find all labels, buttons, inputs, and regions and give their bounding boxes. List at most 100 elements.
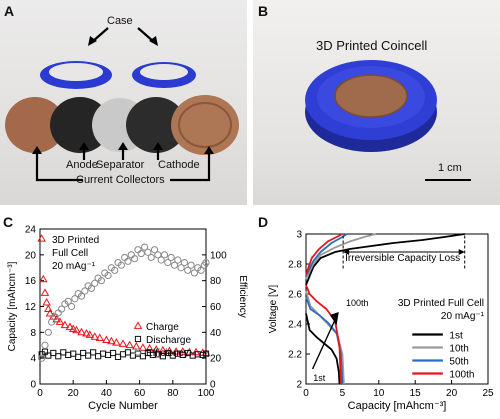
point-discharge [70,350,77,357]
point-efficiency [97,277,106,285]
coincell-title: 3D Printed Coincell [316,38,428,53]
series-efficiency [38,243,210,362]
point-charge [77,327,86,336]
coincell-illustration [305,60,471,181]
components-illustration [5,27,239,182]
x-tick-label: 5 [340,388,346,399]
y-left-tick-label: 24 [25,225,37,236]
point-efficiency [187,261,195,269]
annotation-line: 3D Printed [52,235,99,246]
point-charge [158,345,168,354]
curve-50th [305,296,344,385]
x-tick-label: 20 [68,388,80,399]
point-efficiency [177,264,185,272]
point-efficiency [41,341,49,349]
curve-100th [305,284,342,385]
point-efficiency [137,249,145,258]
y-right-tick-label: 20 [210,354,222,365]
label-current-collectors: Current Collectors [76,174,165,186]
label-separator: Separator [96,159,145,171]
legend-marker [133,321,143,329]
point-efficiency [54,309,62,317]
point-efficiency [202,258,210,267]
legend-label: 100th [449,370,474,381]
curve-10th [305,233,377,280]
panel-letter-d: D [258,214,269,230]
point-charge [42,298,51,306]
plot-frame-d [305,233,489,385]
legend-label: Efficiency [146,348,189,359]
annotation-irreversible-loss: Irreversible Capacity Loss [345,253,460,264]
point-discharge [41,348,49,355]
point-efficiency [127,251,135,259]
x-tick-label: 100 [198,388,215,399]
disc-copper-right [171,95,239,155]
point-discharge [119,351,127,358]
point-discharge [99,350,107,357]
label-case: Case [107,15,133,27]
cycle-arrow-head [330,312,339,326]
point-efficiency [170,261,179,269]
annotation-line: Full Cell [52,248,88,259]
point-efficiency [160,251,169,259]
point-discharge [45,352,52,359]
point-charge [68,324,78,333]
x-tick-label: 60 [134,388,146,399]
y-right-tick-label: 60 [210,302,222,313]
point-charge [37,234,46,242]
chart-d-title-line: 20 mAg⁻¹ [441,311,485,322]
point-efficiency [91,279,99,287]
x-tick-label: 40 [101,388,113,399]
point-efficiency [48,318,56,326]
point-discharge [75,353,82,360]
point-charge [82,329,91,337]
photo-components [0,0,247,205]
y-right-tick-label: 40 [210,328,222,339]
point-charge [55,317,65,325]
loss-arrow-left [343,249,350,255]
y-tick-label: 3 [296,230,302,241]
point-discharge [139,353,147,360]
point-efficiency [167,253,175,262]
point-charge [102,335,111,343]
x-tick-label: 80 [167,388,179,399]
chart-voltage-profile: 0 5 10 15 20 25 2 2.2 2.4 2.6 2.8 3 Capacity [mAhcm⁻… [268,230,494,413]
point-charge [45,308,55,317]
point-efficiency [190,269,198,277]
y-tick-label: 2.6 [288,290,302,301]
point-discharge [202,350,210,357]
cycle-arrow-line [311,317,337,370]
point-efficiency [71,295,79,303]
point-discharge [60,349,67,356]
point-charge [95,333,105,342]
point-efficiency [180,258,189,267]
point-discharge [80,349,87,357]
point-discharge [50,349,57,357]
point-discharge [55,353,62,360]
y-right-tick-label: 100 [210,250,227,261]
point-charge [52,314,61,323]
point-discharge [95,353,102,360]
point-efficiency [184,266,192,274]
point-charge [125,340,134,349]
y-tick-label: 2.8 [288,260,302,271]
y-left-tick-label: 0 [30,380,36,391]
y-tick-label: 2.4 [288,320,302,331]
legend-label: Discharge [146,335,191,346]
panel-letter-b: B [258,3,269,19]
point-efficiency [197,266,205,274]
point-efficiency [174,256,182,264]
point-charge [65,322,75,331]
disc-copper-left [5,97,65,153]
series-100th [305,233,343,385]
legend-marker [134,348,142,356]
loss-arrow-right [458,249,465,255]
annotation-100th: 100th [346,298,369,308]
point-charge [44,304,53,312]
point-discharge [199,351,206,359]
label-anode: Anode [66,159,98,171]
series-discharge [38,348,210,360]
photo-assembled-coincell [253,0,500,205]
y-left-tick-label: 4 [30,354,36,365]
point-efficiency [117,261,125,269]
